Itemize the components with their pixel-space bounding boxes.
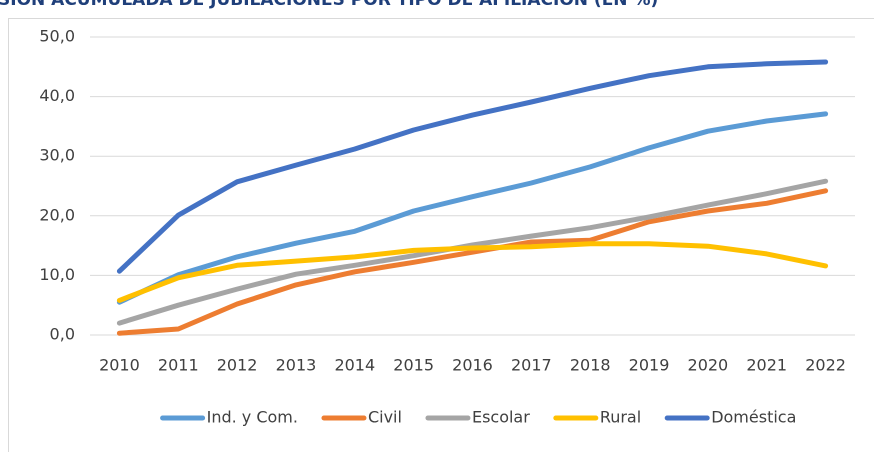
legend-label: Civil xyxy=(368,408,402,427)
legend-label: Rural xyxy=(600,408,641,427)
series-line xyxy=(116,178,829,326)
x-tick-label: 2017 xyxy=(511,356,552,375)
y-tick-label: 30,0 xyxy=(39,146,75,165)
x-tick-label: 2019 xyxy=(629,356,670,375)
chart-border xyxy=(8,18,874,452)
legend-label: Ind. y Com. xyxy=(207,408,298,427)
series-line xyxy=(116,188,829,336)
y-tick-label: 0,0 xyxy=(50,325,75,344)
y-tick-label: 40,0 xyxy=(39,86,75,105)
legend-label: Doméstica xyxy=(711,408,796,427)
x-tick-label: 2022 xyxy=(805,356,846,375)
x-tick-label: 2011 xyxy=(158,356,199,375)
legend-label: Escolar xyxy=(472,408,530,427)
x-tick-label: 2021 xyxy=(746,356,787,375)
series-line xyxy=(116,59,829,274)
x-tick-label: 2016 xyxy=(452,356,493,375)
x-tick-label: 2012 xyxy=(217,356,258,375)
x-tick-label: 2013 xyxy=(276,356,317,375)
series-line xyxy=(116,111,829,305)
y-tick-label: 20,0 xyxy=(39,205,75,224)
y-tick-label: 10,0 xyxy=(39,265,75,284)
chart-title: SIÓN ACUMULADA DE JUBILACIONES POR TIPO … xyxy=(0,0,658,10)
x-tick-label: 2010 xyxy=(99,356,140,375)
y-tick-label: 50,0 xyxy=(39,27,75,46)
x-tick-label: 2015 xyxy=(393,356,434,375)
x-tick-label: 2018 xyxy=(570,356,611,375)
x-tick-label: 2020 xyxy=(688,356,729,375)
x-tick-label: 2014 xyxy=(334,356,375,375)
series-line xyxy=(116,241,829,303)
